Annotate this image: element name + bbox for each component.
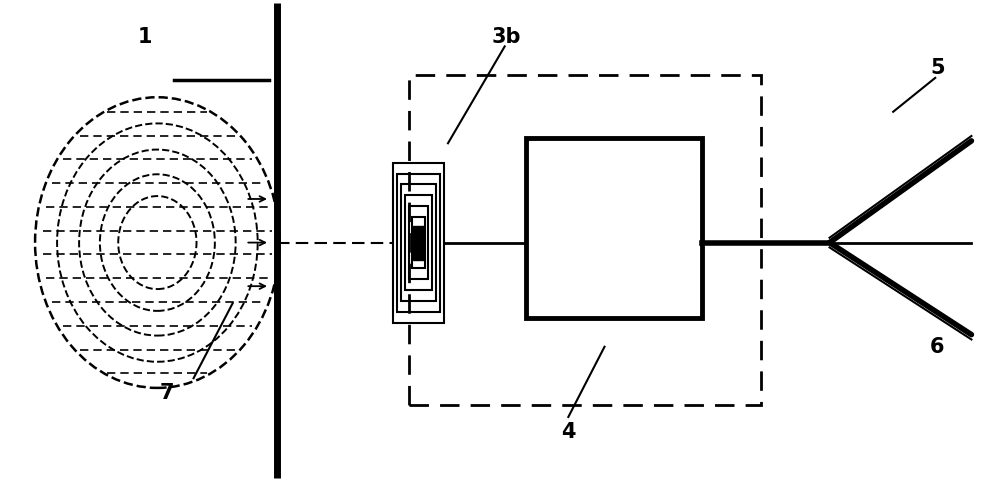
Text: 5: 5: [930, 58, 945, 78]
Text: 7: 7: [160, 383, 174, 403]
Bar: [412, 225, 424, 260]
Bar: [408, 75, 761, 405]
Text: 4: 4: [561, 421, 576, 441]
Bar: [408, 206, 428, 279]
Text: 3b: 3b: [492, 26, 522, 47]
Bar: [398, 173, 440, 312]
Bar: [412, 217, 425, 268]
Bar: [394, 163, 444, 322]
Bar: [526, 138, 703, 318]
Text: 6: 6: [930, 337, 945, 357]
Bar: [405, 196, 432, 290]
Text: 1: 1: [138, 26, 152, 47]
Bar: [401, 184, 436, 301]
